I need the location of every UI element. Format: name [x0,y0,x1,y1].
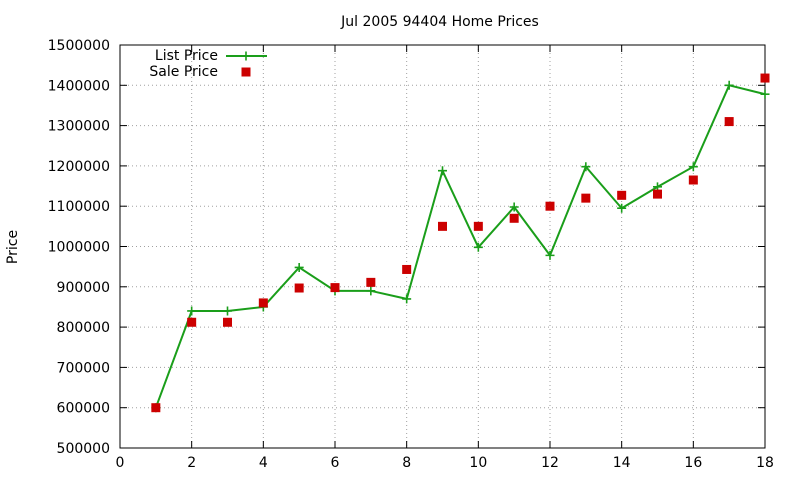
data-point-sale-price [187,317,197,327]
y-tick-label: 1000000 [48,240,110,256]
x-tick-label: 6 [331,455,340,471]
x-tick-label: 10 [469,455,487,471]
y-tick-label: 500000 [57,441,110,457]
data-point-sale-price [545,201,555,211]
data-point-sale-price [473,221,483,231]
legend-label-list-price: List Price [155,48,218,64]
x-tick-label: 16 [684,455,702,471]
data-point-list-price [688,162,698,172]
x-tick-label: 8 [402,455,411,471]
data-point-list-price [724,80,734,90]
data-point-sale-price [724,117,734,127]
data-point-sale-price [581,193,591,203]
legend: List Price Sale Price [149,48,267,80]
series-line-list-price [154,84,766,409]
y-tick-label: 800000 [57,320,110,336]
y-tick-label: 900000 [57,280,110,296]
x-tick-label: 4 [259,455,268,471]
data-point-list-price [294,262,304,272]
data-point-sale-price [294,283,304,293]
series [151,73,770,413]
data-point-list-price [402,294,412,304]
grid [120,45,765,448]
data-point-list-price [545,250,555,260]
x-tick-label: 18 [756,455,774,471]
x-tick-label: 2 [187,455,196,471]
y-tick-label: 1400000 [48,78,110,94]
data-point-list-price [366,286,376,296]
y-tick-labels: 500000 600000 700000 800000 900000 1000000 110… [48,38,110,457]
data-point-sale-price [151,403,161,413]
data-point-list-price [760,89,770,99]
legend-label-sale-price: Sale Price [149,64,218,80]
data-point-list-price [223,306,232,316]
x-tick-label: 0 [116,455,125,471]
data-point-list-price [509,202,519,212]
data-point-list-price [438,166,447,176]
data-point-sale-price [688,175,698,185]
data-point-sale-price [617,190,627,200]
data-point-sale-price [330,283,340,293]
data-point-list-price [617,203,627,213]
chart-title: Jul 2005 94404 Home Prices [340,14,539,30]
data-point-sale-price [366,277,376,287]
data-point-list-price [187,306,197,316]
x-tick-label: 14 [613,455,631,471]
y-tick-label: 1200000 [48,159,110,175]
data-point-sale-price [258,298,268,308]
x-tick-label: 12 [541,455,559,471]
legend-marker-sale-price [241,67,251,77]
y-tick-label: 1300000 [48,119,110,135]
y-axis-label: Price [5,230,21,264]
y-tick-label: 1500000 [48,38,110,54]
y-tick-label: 1100000 [48,199,110,215]
data-point-list-price [581,162,591,172]
data-point-sale-price [223,317,232,327]
data-point-sale-price [760,73,770,83]
axis-ticks [119,44,766,449]
data-point-sale-price [402,264,412,274]
legend-marker-list-price [241,51,251,61]
y-tick-label: 600000 [57,401,110,417]
data-point-sale-price [509,213,519,223]
x-tick-labels: 0 2 4 6 8 10 12 14 16 18 [116,455,774,471]
data-point-sale-price [653,189,662,199]
y-tick-label: 700000 [57,360,110,376]
data-point-list-price [473,242,483,252]
data-point-sale-price [438,221,447,231]
